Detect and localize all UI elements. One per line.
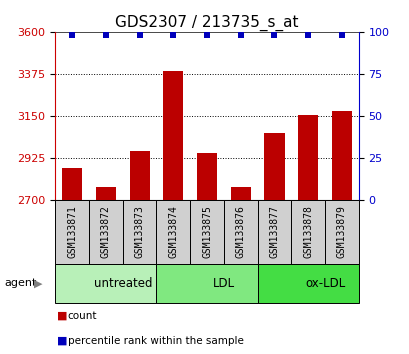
- Text: GSM133876: GSM133876: [235, 205, 245, 258]
- Text: ■: ■: [57, 311, 68, 321]
- Text: untreated: untreated: [93, 277, 152, 290]
- Bar: [196, 153, 217, 200]
- Bar: [223, 200, 257, 264]
- Text: GSM133878: GSM133878: [302, 205, 312, 258]
- Text: count: count: [67, 311, 97, 321]
- Text: GSM133873: GSM133873: [134, 205, 144, 258]
- Bar: [129, 152, 149, 200]
- Bar: [264, 133, 284, 200]
- Text: GSM133871: GSM133871: [67, 205, 77, 258]
- Bar: [257, 264, 358, 303]
- Bar: [230, 187, 250, 200]
- Bar: [55, 264, 156, 303]
- Bar: [156, 200, 190, 264]
- Bar: [122, 200, 156, 264]
- Text: GSM133875: GSM133875: [202, 205, 211, 258]
- Bar: [331, 111, 351, 200]
- Bar: [190, 200, 223, 264]
- Bar: [297, 115, 317, 200]
- Text: GSM133872: GSM133872: [101, 205, 111, 258]
- Text: ■: ■: [57, 336, 68, 346]
- Text: ox-LDL: ox-LDL: [304, 277, 344, 290]
- Bar: [96, 187, 116, 200]
- Text: GSM133874: GSM133874: [168, 205, 178, 258]
- Text: agent: agent: [4, 278, 36, 288]
- Bar: [291, 200, 324, 264]
- Bar: [324, 200, 358, 264]
- Bar: [62, 168, 82, 200]
- Title: GDS2307 / 213735_s_at: GDS2307 / 213735_s_at: [115, 14, 298, 30]
- Bar: [257, 200, 291, 264]
- Text: percentile rank within the sample: percentile rank within the sample: [67, 336, 243, 346]
- Bar: [156, 264, 257, 303]
- Text: GSM133879: GSM133879: [336, 205, 346, 258]
- Bar: [163, 71, 183, 200]
- Bar: [55, 200, 89, 264]
- Text: LDL: LDL: [212, 277, 234, 290]
- Text: ▶: ▶: [34, 278, 42, 288]
- Bar: [89, 200, 122, 264]
- Text: GSM133877: GSM133877: [269, 205, 279, 258]
